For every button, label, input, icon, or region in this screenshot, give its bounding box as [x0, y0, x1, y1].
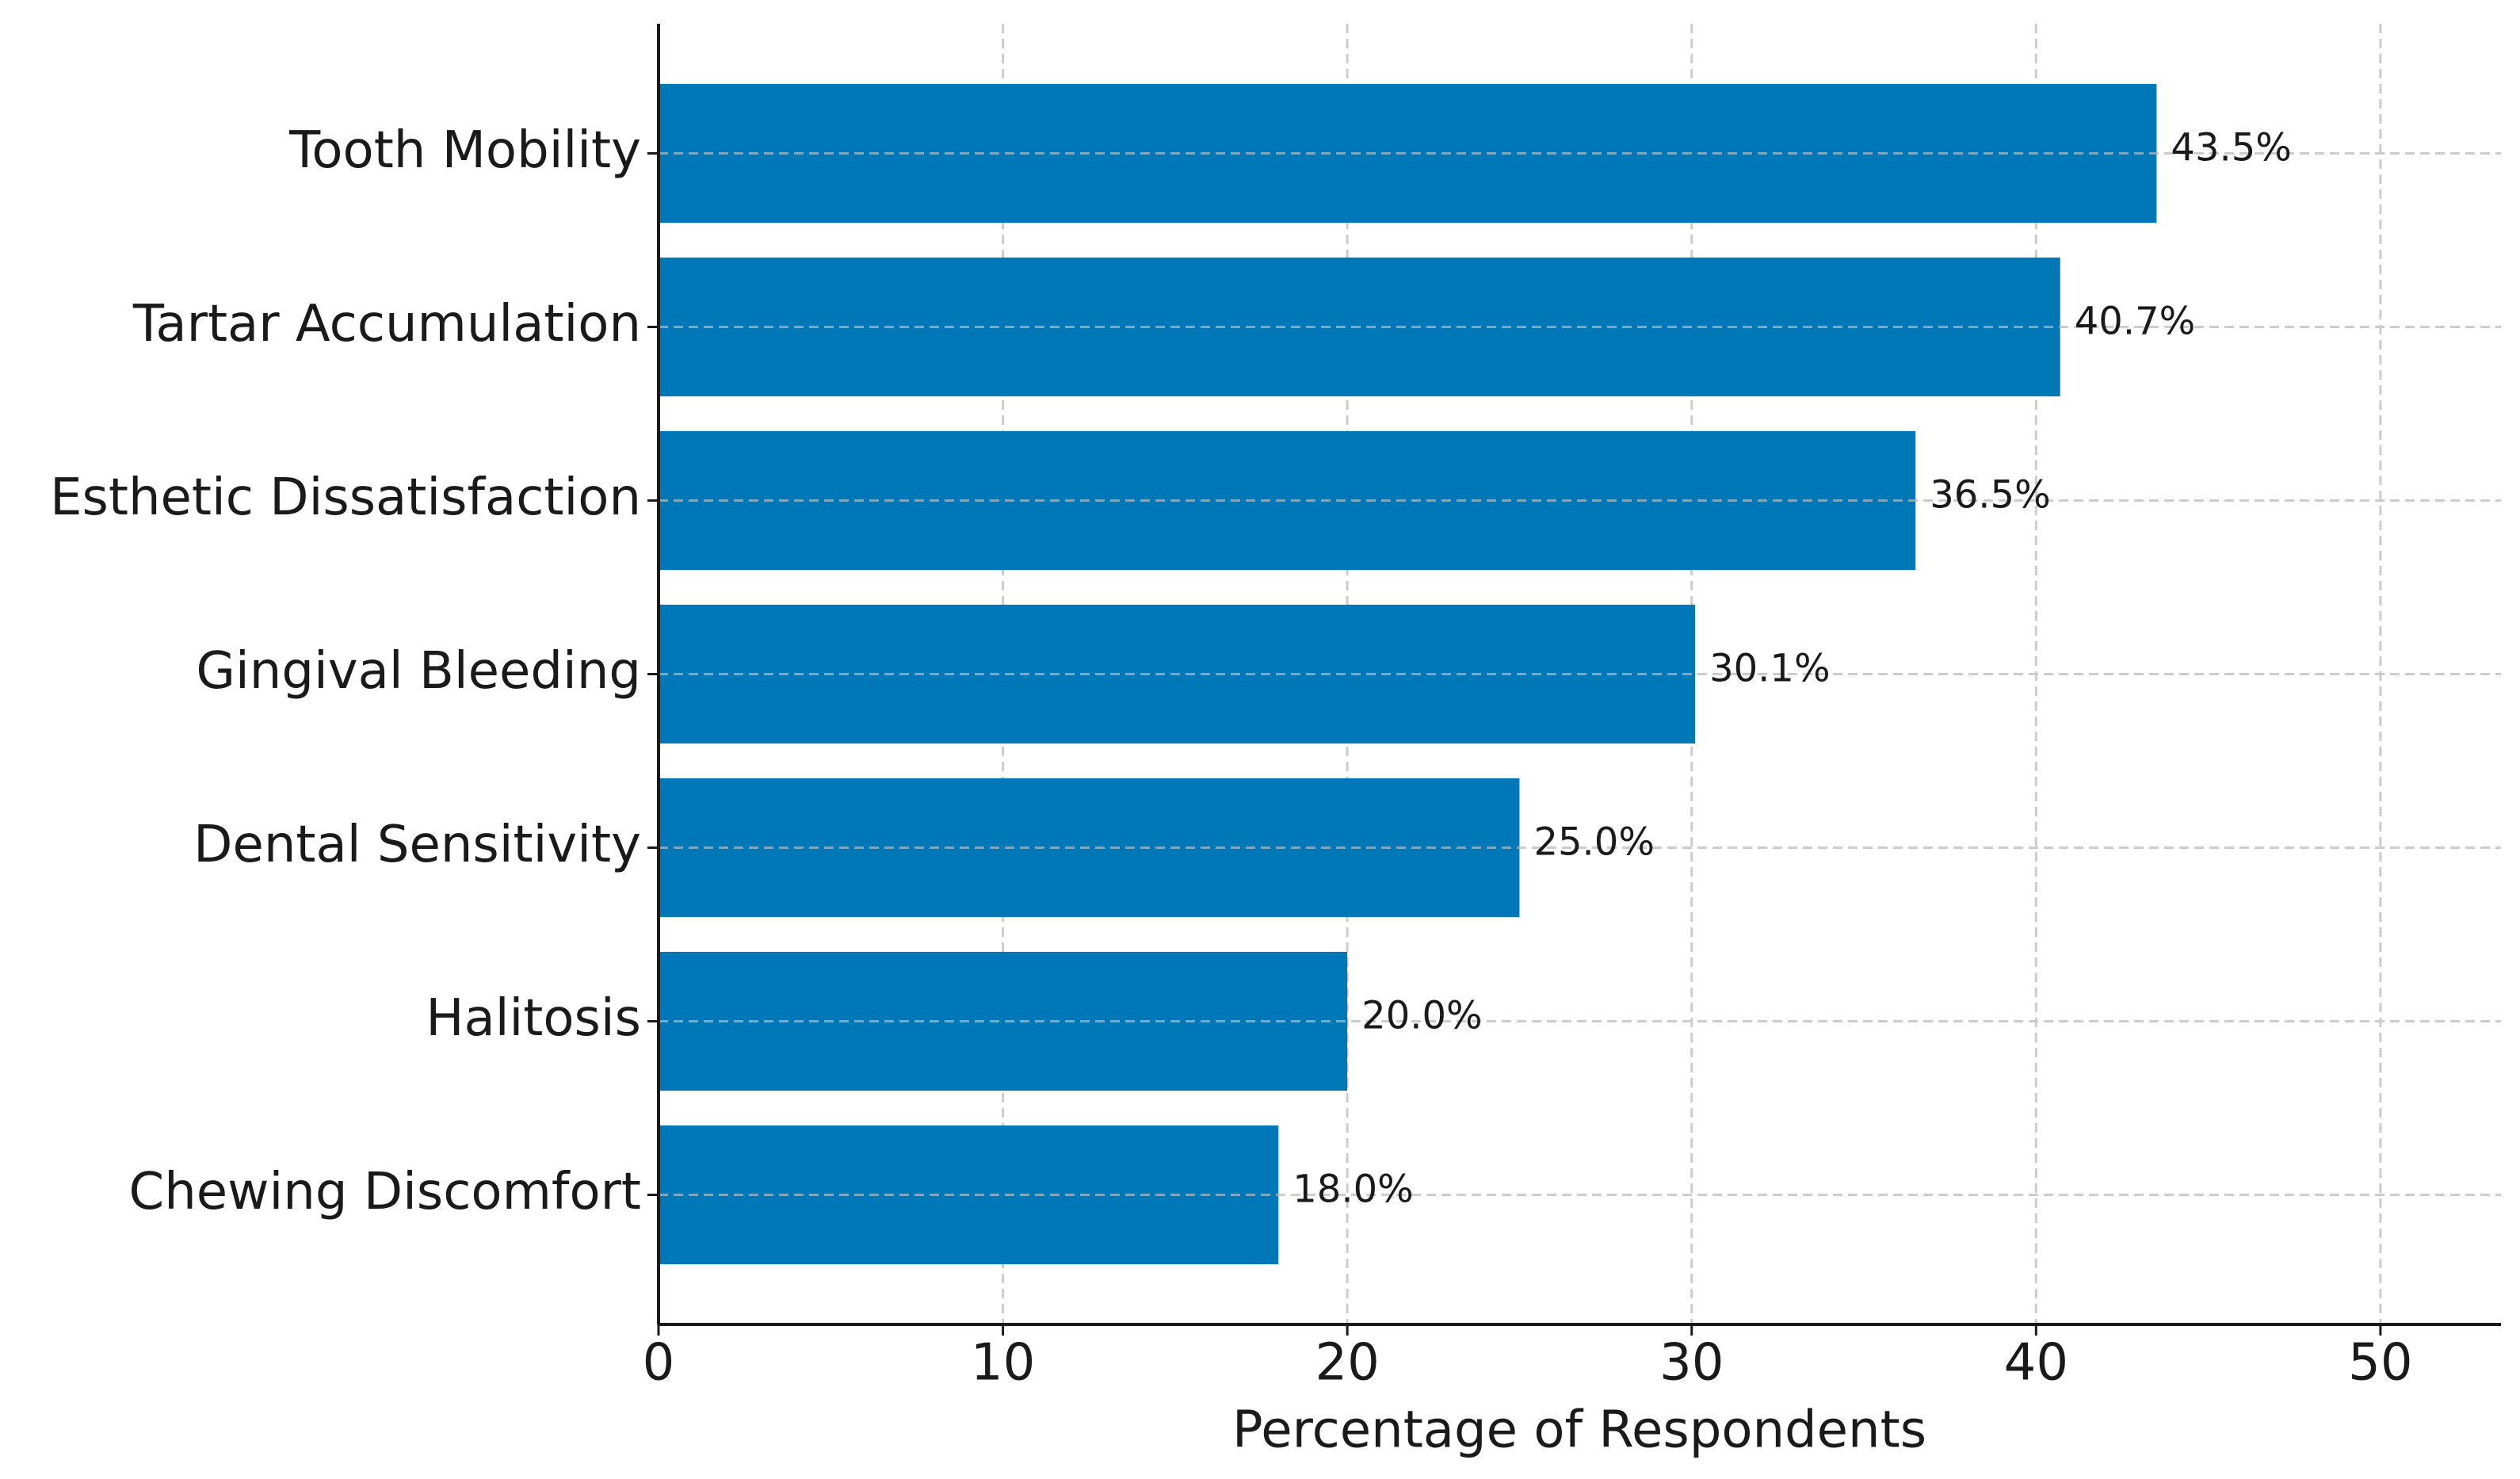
x-tick-label: 30 [1659, 1334, 1724, 1393]
value-label: 20.0% [1361, 994, 1482, 1038]
y-tick-label: Tartar Accumulation [132, 295, 641, 354]
value-label: 40.7% [2075, 300, 2195, 344]
value-label: 18.0% [1292, 1168, 1413, 1212]
y-tick-label: Tooth Mobility [288, 121, 641, 180]
value-label: 36.5% [1930, 473, 2050, 518]
value-label: 25.0% [1533, 820, 1654, 865]
x-tick-label: 0 [643, 1334, 675, 1393]
value-label: 30.1% [1709, 647, 1830, 691]
bar [659, 951, 1348, 1091]
x-tick-label: 10 [971, 1334, 1035, 1393]
y-tick-label: Esthetic Dissatisfaction [50, 468, 641, 527]
value-label: 43.5% [2171, 126, 2291, 170]
x-axis-label: Percentage of Respondents [1232, 1401, 1926, 1460]
y-tick-label: Gingival Bleeding [196, 642, 641, 701]
x-tick-label: 40 [2004, 1334, 2068, 1393]
y-tick-label: Chewing Discomfort [129, 1163, 641, 1221]
x-tick-label: 50 [2348, 1334, 2412, 1393]
x-tick-label: 20 [1315, 1334, 1379, 1393]
y-tick-label: Halitosis [426, 989, 641, 1048]
y-tick-label: Dental Sensitivity [193, 816, 641, 874]
